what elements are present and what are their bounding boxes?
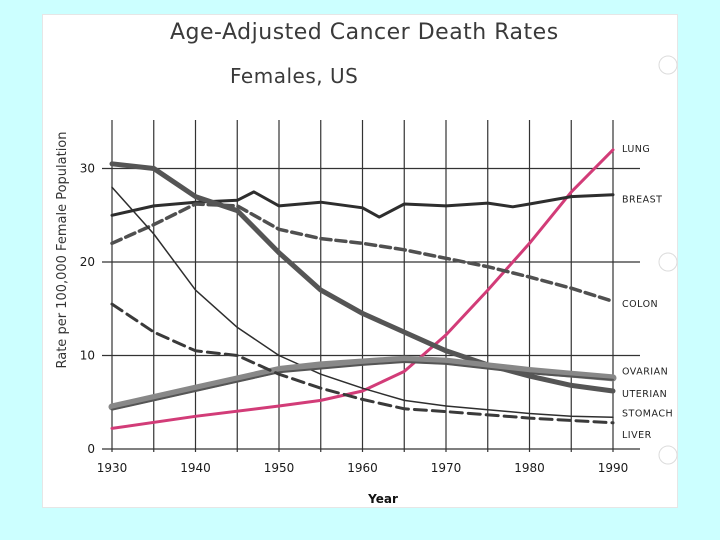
series-label-colon: COLON (622, 299, 658, 310)
chart-subtitle: Females, US (230, 64, 359, 88)
binder-hole-middle (658, 252, 678, 272)
x-tick-label: 1960 (347, 461, 378, 475)
x-tick-label: 1950 (264, 461, 295, 475)
x-tick-label: 1980 (514, 461, 545, 475)
series-line-liver (110, 302, 615, 425)
series-line-uterine (109, 161, 616, 394)
series-label-breast: BREAST (622, 194, 662, 205)
tick-labels: 1930 1940 1950 1960 1970 1980 1990 0 10 20 30 (80, 162, 629, 476)
series-lines (108, 148, 617, 430)
series-line-ovarian (108, 355, 617, 411)
x-tick-label: 1940 (180, 461, 211, 475)
series-label-lung: LUNG (622, 144, 650, 155)
x-tick-label: 1990 (598, 461, 629, 475)
y-tick-label: 30 (80, 162, 95, 176)
series-label-ovarian: OVARIAN (622, 366, 668, 377)
binder-hole-bottom (658, 445, 678, 465)
y-tick-label: 0 (87, 442, 95, 456)
series-line-ovarian-shadow (111, 361, 614, 411)
x-axis-label: Year (367, 492, 398, 506)
x-tick-label: 1970 (431, 461, 462, 475)
x-tick-label: 1930 (97, 461, 128, 475)
series-line-colon (110, 202, 615, 304)
series-label-uterine: UTERIAN (622, 389, 667, 400)
y-axis-label: Rate per 100,000 Female Population (55, 132, 70, 369)
y-tick-label: 20 (80, 255, 95, 269)
grid (102, 120, 640, 452)
series-line-lung (110, 148, 615, 430)
binder-hole-top (658, 55, 678, 75)
chart-title: Age-Adjusted Cancer Death Rates (170, 20, 559, 45)
series-label-liver: LIVER (622, 430, 652, 441)
series-labels: LUNG BREAST COLON STOMACH UTERIAN OVARIAN LIVE… (622, 144, 673, 441)
series-label-stomach: STOMACH (622, 409, 673, 420)
y-tick-label: 10 (80, 349, 95, 363)
chart-sheet (42, 14, 678, 508)
series-line-stomach (111, 186, 614, 418)
